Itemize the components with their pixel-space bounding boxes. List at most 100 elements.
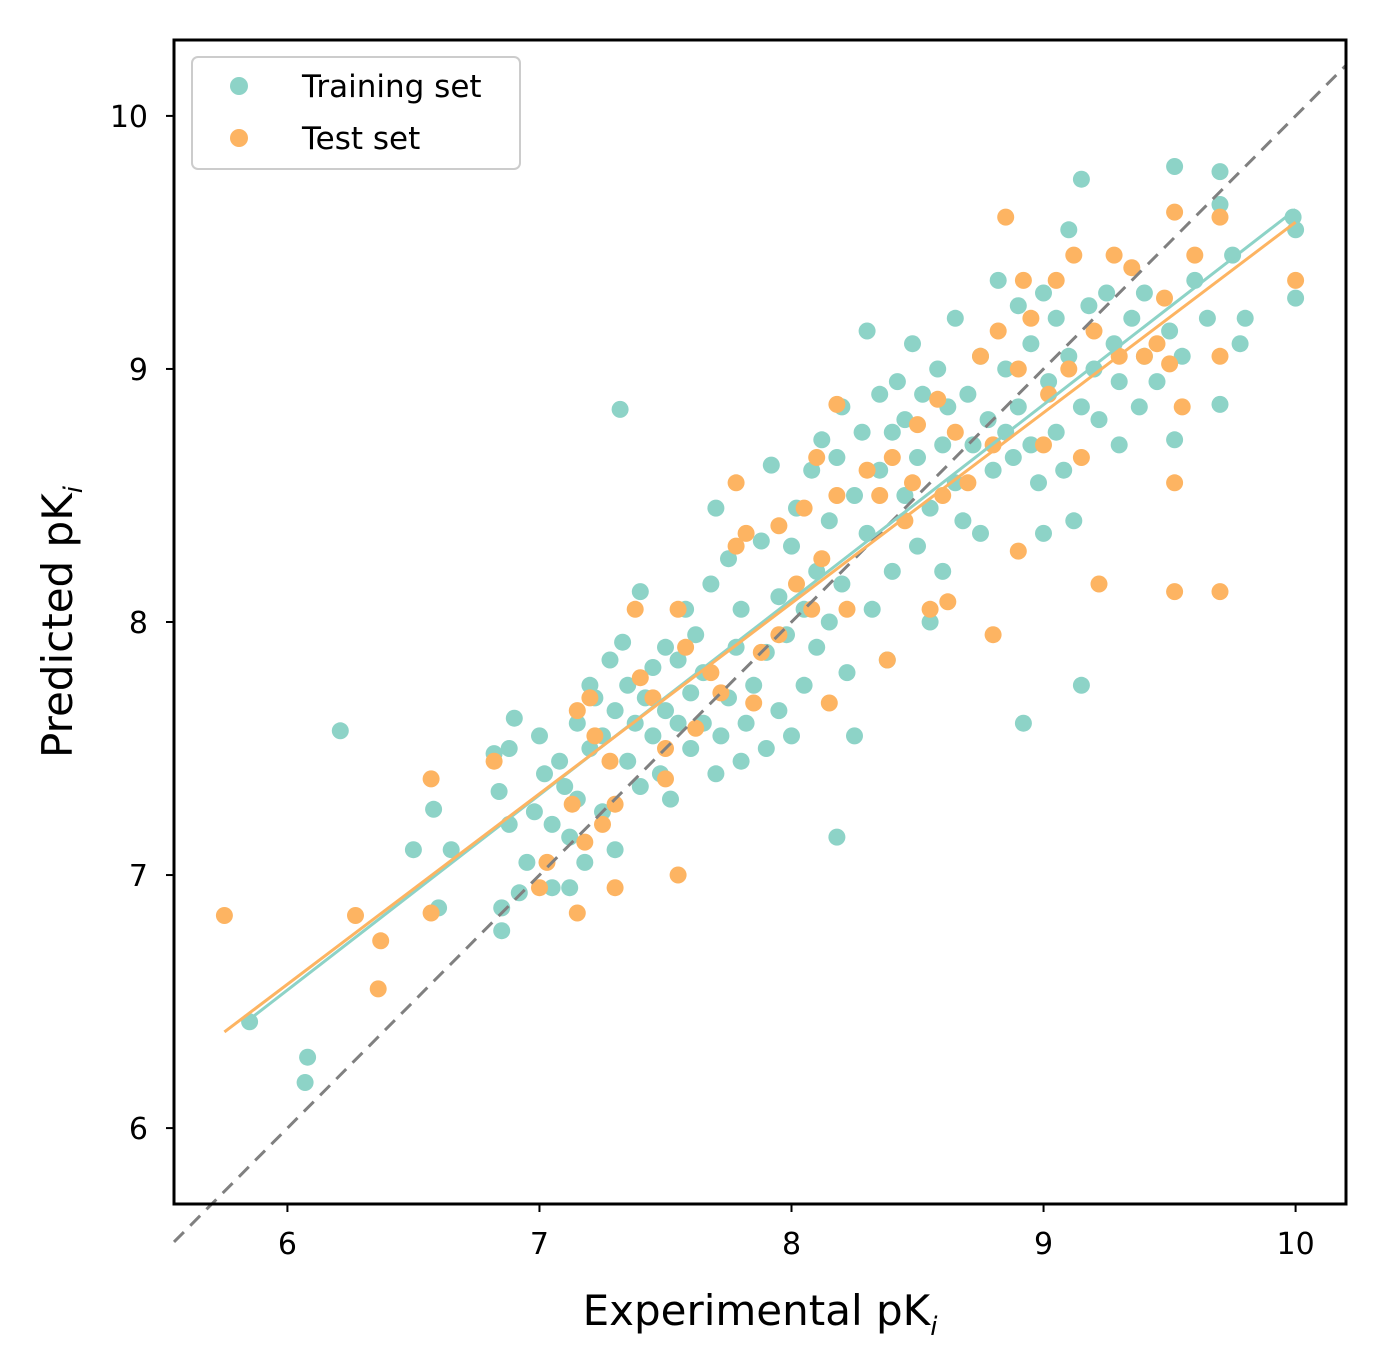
- training-point: [561, 879, 579, 897]
- training-point: [1236, 309, 1254, 327]
- training-point: [561, 828, 579, 846]
- training-point: [934, 436, 952, 454]
- training-point: [752, 532, 770, 550]
- training-point: [770, 588, 788, 606]
- test-point: [838, 600, 856, 618]
- test-point: [946, 423, 964, 441]
- training-point: [813, 431, 831, 449]
- training-point: [795, 676, 813, 694]
- test-point: [1009, 360, 1027, 378]
- training-point: [299, 1048, 317, 1066]
- training-point: [1030, 474, 1047, 492]
- test-point: [929, 390, 947, 408]
- legend: Training set Test set: [191, 56, 521, 170]
- y-tick-label: 6: [129, 1112, 148, 1147]
- training-point: [425, 800, 443, 818]
- training-point: [1287, 289, 1305, 307]
- test-point: [1156, 289, 1173, 307]
- training-point: [525, 803, 543, 821]
- test-point: [737, 524, 755, 542]
- training-point: [888, 373, 906, 391]
- training-point: [657, 638, 674, 656]
- test-point: [1105, 246, 1123, 264]
- test-point: [1090, 575, 1108, 593]
- training-point: [493, 899, 511, 917]
- training-point: [997, 360, 1015, 378]
- training-point: [1123, 309, 1141, 327]
- test-point: [669, 866, 687, 884]
- test-fit-line: [223, 220, 1297, 1034]
- test-point: [1014, 271, 1032, 289]
- training-point: [984, 461, 1002, 479]
- test-point: [878, 651, 896, 669]
- training-point: [904, 335, 921, 353]
- training-point: [896, 487, 914, 504]
- training-point: [611, 400, 629, 418]
- test-point: [972, 347, 989, 365]
- y-tick-label: 10: [110, 100, 148, 135]
- test-point: [485, 752, 503, 770]
- training-point: [946, 309, 964, 327]
- test-point: [788, 575, 805, 593]
- test-point: [1135, 347, 1153, 365]
- test-point: [939, 593, 957, 611]
- test-point: [631, 669, 649, 687]
- test-point: [820, 694, 838, 712]
- test-point: [909, 416, 926, 434]
- training-point: [732, 600, 750, 618]
- test-point: [586, 727, 604, 745]
- test-point: [581, 689, 599, 707]
- test-point: [1148, 335, 1166, 353]
- training-point: [921, 499, 939, 517]
- test-point: [1211, 347, 1229, 365]
- y-axis: 6 7 8 9 10: [110, 100, 174, 1147]
- test-point: [989, 322, 1007, 340]
- test-point: [601, 752, 619, 770]
- test-point: [984, 626, 1002, 644]
- training-point: [783, 727, 800, 745]
- training-point: [1022, 335, 1040, 353]
- training-point: [858, 322, 876, 340]
- training-point: [808, 638, 826, 656]
- test-point: [808, 449, 826, 466]
- test-point: [568, 702, 586, 720]
- test-point: [568, 904, 586, 922]
- training-point: [657, 702, 674, 720]
- training-point: [883, 423, 901, 441]
- training-point: [972, 524, 989, 542]
- test-point: [770, 517, 788, 535]
- training-point: [820, 613, 838, 631]
- test-point: [669, 600, 687, 618]
- x-axis-title-main: Experimental pK: [583, 1286, 932, 1335]
- test-point: [997, 208, 1015, 226]
- training-point: [606, 841, 624, 859]
- x-tick-label: 10: [1276, 1227, 1314, 1262]
- training-point: [820, 512, 838, 530]
- training-point: [543, 815, 561, 833]
- training-point: [954, 512, 972, 530]
- training-point: [1004, 449, 1022, 466]
- training-point: [929, 360, 947, 378]
- training-point: [601, 651, 619, 669]
- training-point: [1047, 309, 1065, 327]
- training-point: [662, 790, 679, 808]
- legend-marker-test: [230, 129, 248, 147]
- test-point: [1211, 208, 1229, 226]
- test-point: [1047, 271, 1065, 289]
- training-point: [883, 562, 901, 580]
- training-point: [921, 613, 939, 631]
- test-point: [347, 907, 364, 924]
- test-point: [959, 474, 977, 492]
- test-point: [531, 879, 548, 897]
- training-point: [964, 436, 982, 454]
- training-point: [543, 879, 561, 897]
- test-point: [1072, 449, 1090, 466]
- training-point: [1055, 461, 1073, 479]
- test-point: [828, 487, 846, 504]
- test-point: [904, 474, 921, 492]
- training-point: [682, 684, 700, 702]
- training-point: [1224, 246, 1242, 264]
- training-point: [1130, 398, 1148, 416]
- training-point: [979, 411, 997, 429]
- test-point: [795, 499, 813, 517]
